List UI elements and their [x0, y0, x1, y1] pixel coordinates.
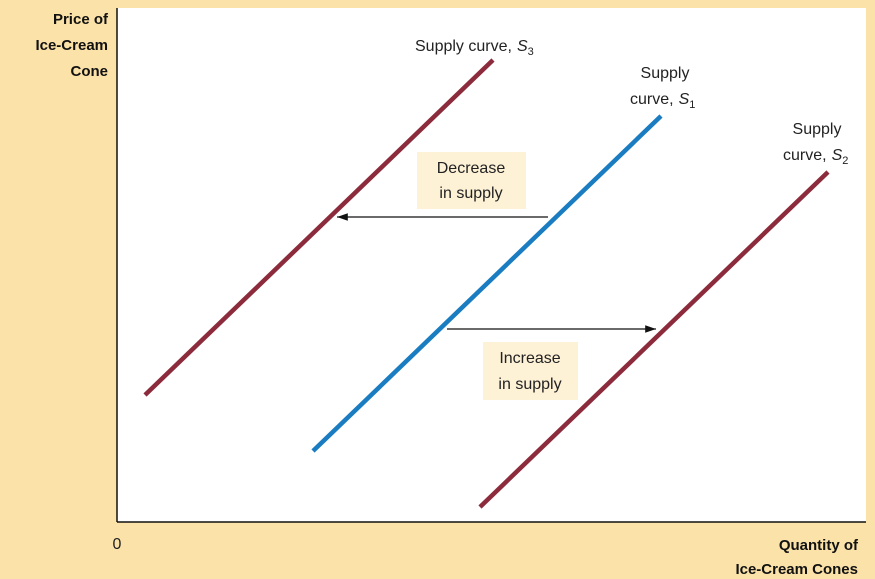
x-axis-label: Quantity of [779, 537, 859, 554]
curve-label: curve, S1 [630, 91, 695, 111]
supply-curve-s1 [311, 114, 663, 453]
supply-curve-s2 [478, 170, 830, 509]
label-box [483, 342, 578, 400]
x-axis-label: Ice-Cream Cones [735, 561, 858, 578]
supply-curve-s3 [143, 58, 495, 397]
curve-label: curve, S2 [783, 147, 848, 167]
shift-label: in supply [439, 185, 502, 202]
shift-label: Decrease [437, 160, 506, 177]
origin-label: 0 [113, 536, 122, 553]
text-part: 2 [842, 155, 848, 167]
y-axis-label: Price of [53, 11, 109, 28]
text-part: curve, [630, 91, 674, 108]
shift-label: in supply [498, 376, 561, 393]
y-axis-label: Cone [71, 63, 109, 80]
y-axis-label: Ice-Cream [35, 37, 108, 54]
curve-label: Supply [641, 65, 690, 82]
text-part: Supply curve, [415, 38, 512, 55]
text-part: S [832, 147, 843, 164]
plot-area [117, 8, 866, 522]
label-box [417, 152, 526, 209]
text-part: S [679, 91, 690, 108]
text-part: 1 [689, 99, 695, 111]
text-part: curve, [783, 147, 827, 164]
text-part: 3 [528, 46, 534, 58]
shift-label: Increase [499, 350, 560, 367]
curve-label: Supply curve, S3 [415, 38, 534, 58]
curve-label: Supply [793, 121, 842, 138]
text-part: S [517, 38, 528, 55]
